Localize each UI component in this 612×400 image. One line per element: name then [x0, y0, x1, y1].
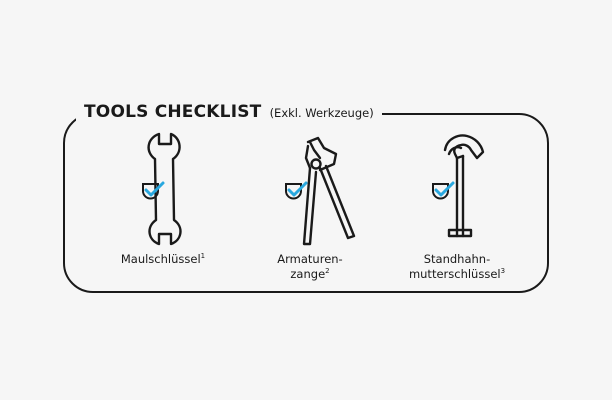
tool-item-valve-key: Standhahn- mutterschlüssel3	[377, 128, 537, 282]
open-end-wrench-icon	[142, 132, 182, 246]
tool-label-valve-key: Standhahn- mutterschlüssel3	[377, 252, 537, 282]
label-line: Maulschlüssel	[120, 252, 201, 266]
checkmark-badge-icon	[432, 181, 455, 200]
checklist-title: TOOLS CHECKLIST (Exkl. Werkzeuge)	[76, 100, 382, 125]
footnote-marker: 1	[200, 252, 206, 261]
tool-item-pliers: Armaturen- zange2	[230, 128, 390, 282]
stand-valve-key-icon	[432, 134, 485, 238]
label-line: mutterschlüssel	[408, 267, 501, 281]
tool-item-wrench: Maulschlüssel1	[83, 128, 243, 267]
checkmark-badge-icon	[285, 181, 308, 200]
checkmark-badge-icon	[142, 181, 165, 200]
title-subtitle: (Exkl. Werkzeuge)	[269, 106, 374, 120]
label-line: zange	[290, 267, 326, 281]
water-pump-pliers-icon	[285, 136, 356, 246]
title-main: TOOLS CHECKLIST	[84, 102, 262, 122]
label-line: Standhahn-	[423, 252, 491, 266]
footnote-marker: 2	[325, 267, 330, 276]
tool-label-wrench: Maulschlüssel1	[83, 252, 243, 267]
tool-label-pliers: Armaturen- zange2	[230, 252, 390, 282]
footnote-marker: 3	[500, 267, 506, 276]
label-line: Armaturen-	[277, 252, 343, 266]
